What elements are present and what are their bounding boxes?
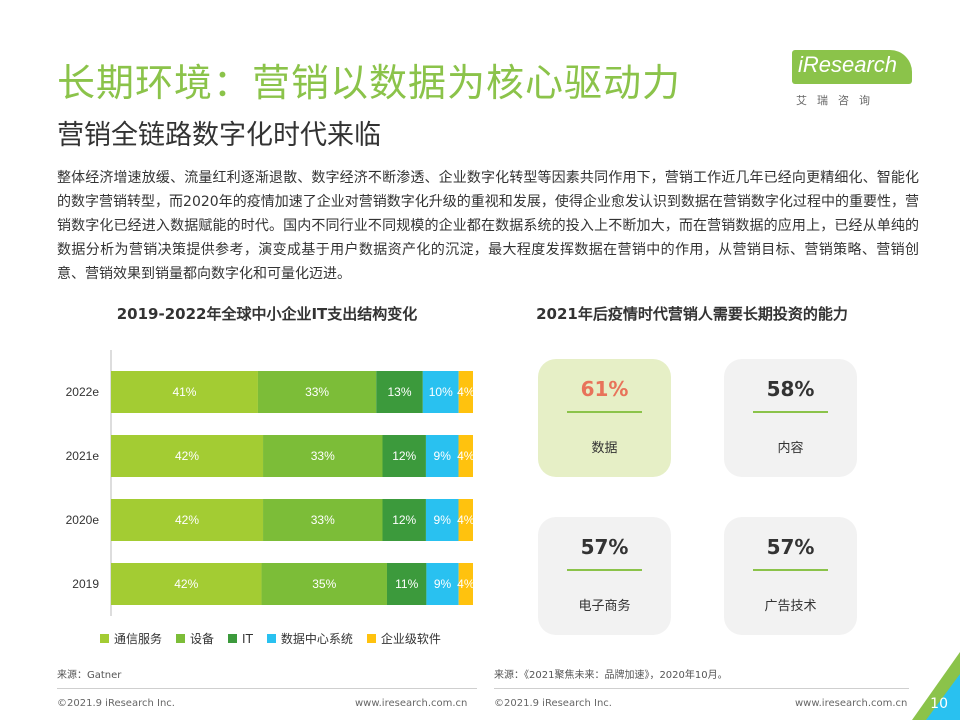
logo-chinese-name: 艾瑞咨询 xyxy=(796,94,880,107)
footer-divider-left xyxy=(57,688,477,689)
bar-segment xyxy=(263,435,383,477)
chart-legend: 通信服务 设备 IT 数据中心系统 企业级软件 xyxy=(100,630,441,647)
category-label: 2021e xyxy=(66,449,100,463)
footer-copyright-right: ©2021.9 iResearch Inc. xyxy=(494,698,612,709)
legend-label: 通信服务 xyxy=(114,632,163,646)
legend-swatch xyxy=(176,634,186,643)
bar-segment xyxy=(376,371,423,413)
bar-value-label: 9% xyxy=(434,577,452,591)
bar-value-label: 33% xyxy=(311,513,335,527)
legend-swatch xyxy=(266,634,276,643)
card-divider xyxy=(753,569,828,571)
card-percentage: 61% xyxy=(580,377,629,401)
card-label: 数据 xyxy=(591,441,618,456)
card-divider xyxy=(753,411,828,413)
bar-value-label: 42% xyxy=(174,577,198,591)
bar-segment xyxy=(458,371,473,413)
bar-value-label: 4% xyxy=(457,449,475,463)
bar-segment xyxy=(458,435,473,477)
bar-value-label: 9% xyxy=(434,449,452,463)
page-subtitle: 营销全链路数字化时代来临 xyxy=(57,120,381,151)
bar-segment xyxy=(111,371,258,413)
footer-divider-right xyxy=(494,688,909,689)
bar-segment xyxy=(425,435,459,477)
bar-segment xyxy=(458,563,473,605)
bar-segment xyxy=(382,435,426,477)
right-source-note: 来源：《2021聚焦未来：品牌加速》，2020年10月。 xyxy=(494,670,728,681)
corner-decoration xyxy=(912,652,960,720)
legend-item: 数据中心系统 xyxy=(266,630,353,647)
page-title: 长期环境：营销以数据为核心驱动力 xyxy=(57,61,682,105)
category-label: 2020e xyxy=(66,513,100,527)
category-label: 2019 xyxy=(72,577,99,591)
bar-value-label: 12% xyxy=(392,513,416,527)
bar-value-label: 42% xyxy=(175,513,199,527)
legend-swatch xyxy=(100,634,109,643)
footer-url-right[interactable]: www.iresearch.com.cn xyxy=(795,698,908,709)
capability-card-content: 58% 内容 xyxy=(724,359,857,477)
bar-segment xyxy=(426,563,459,605)
logo-wordmark: iResearch xyxy=(798,52,898,77)
bar-segment xyxy=(425,499,459,541)
bar-segment xyxy=(111,435,264,477)
legend-label: 数据中心系统 xyxy=(280,632,353,646)
legend-item: 设备 xyxy=(176,630,214,647)
capability-card-ecommerce: 57% 电子商务 xyxy=(538,517,671,635)
bar-segment xyxy=(111,499,264,541)
category-label: 2022e xyxy=(66,385,100,399)
legend-item: 企业级软件 xyxy=(366,630,441,647)
legend-item: IT xyxy=(228,630,253,647)
bar-value-label: 11% xyxy=(395,577,418,591)
legend-swatch xyxy=(366,634,376,643)
capability-chart-title: 2021年后疫情时代营销人需要长期投资的能力 xyxy=(536,305,848,323)
bar-value-label: 33% xyxy=(311,449,335,463)
legend-label: 设备 xyxy=(190,632,215,646)
legend-label: 企业级软件 xyxy=(380,632,441,646)
bar-value-label: 13% xyxy=(388,385,412,399)
capability-card-adtech: 57% 广告技术 xyxy=(724,517,857,635)
card-label: 广告技术 xyxy=(764,599,817,614)
iresearch-logo: iResearch 艾瑞咨询 xyxy=(792,50,922,114)
bar-segment xyxy=(386,563,427,605)
card-percentage: 57% xyxy=(580,535,629,559)
bar-value-label: 9% xyxy=(434,513,452,527)
legend-item: 通信服务 xyxy=(100,630,162,647)
card-percentage: 57% xyxy=(766,535,815,559)
bar-segment xyxy=(261,563,387,605)
bar-value-label: 4% xyxy=(457,577,475,591)
bar-value-label: 42% xyxy=(175,449,199,463)
legend-label: IT xyxy=(242,631,253,646)
stacked-bar-chart: 2022e 41% 33% 13% 10% 4% 2021e 42% 33% 12% 9% 4% 202… xyxy=(66,350,475,616)
bar-value-label: 35% xyxy=(312,577,336,591)
bar-segment xyxy=(422,371,459,413)
footer-url-left[interactable]: www.iresearch.com.cn xyxy=(355,698,468,709)
logo-shape xyxy=(792,50,912,84)
card-label: 内容 xyxy=(777,441,804,456)
capability-card-data: 61% 数据 xyxy=(538,359,671,477)
page-number: 10 xyxy=(930,696,948,712)
card-percentage: 58% xyxy=(766,377,815,401)
body-paragraph: 整体经济增速放缓、流量红利逐渐退散、数字经济不断渗透、企业数字化转型等因素共同作… xyxy=(57,170,919,282)
bar-value-label: 10% xyxy=(429,385,453,399)
card-divider xyxy=(567,569,642,571)
bar-chart-title: 2019-2022年全球中小企业IT支出结构变化 xyxy=(116,305,418,323)
bar-value-label: 41% xyxy=(172,385,196,399)
bar-value-label: 4% xyxy=(457,513,475,527)
bar-segment xyxy=(111,563,262,605)
bar-value-label: 33% xyxy=(305,385,329,399)
card-label: 电子商务 xyxy=(578,599,631,614)
bar-segment xyxy=(257,371,377,413)
left-source-note: 来源：Gatner xyxy=(57,670,122,681)
card-divider xyxy=(567,411,642,413)
bar-segment xyxy=(263,499,383,541)
legend-swatch xyxy=(228,634,238,643)
footer-copyright-left: ©2021.9 iResearch Inc. xyxy=(57,698,175,709)
bar-value-label: 4% xyxy=(457,385,475,399)
bar-segment xyxy=(458,499,473,541)
bar-value-label: 12% xyxy=(392,449,416,463)
bar-segment xyxy=(382,499,426,541)
